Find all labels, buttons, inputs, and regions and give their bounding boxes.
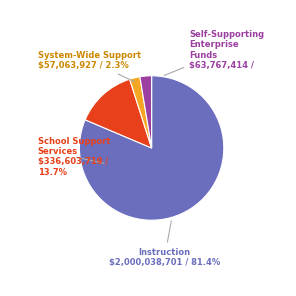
Text: Self-Supporting
Enterprise
Funds
$63,767,414 /: Self-Supporting Enterprise Funds $63,767…	[164, 30, 264, 75]
Text: School Support
Services
$336,603,719 /
13.7%: School Support Services $336,603,719 / 1…	[38, 136, 110, 177]
Text: Instruction
$2,000,038,701 / 81.4%: Instruction $2,000,038,701 / 81.4%	[109, 221, 220, 267]
Text: System-Wide Support
$57,063,927 / 2.3%: System-Wide Support $57,063,927 / 2.3%	[38, 51, 141, 82]
Wedge shape	[140, 76, 152, 148]
Wedge shape	[85, 79, 152, 148]
Wedge shape	[130, 77, 152, 148]
Wedge shape	[79, 76, 224, 220]
